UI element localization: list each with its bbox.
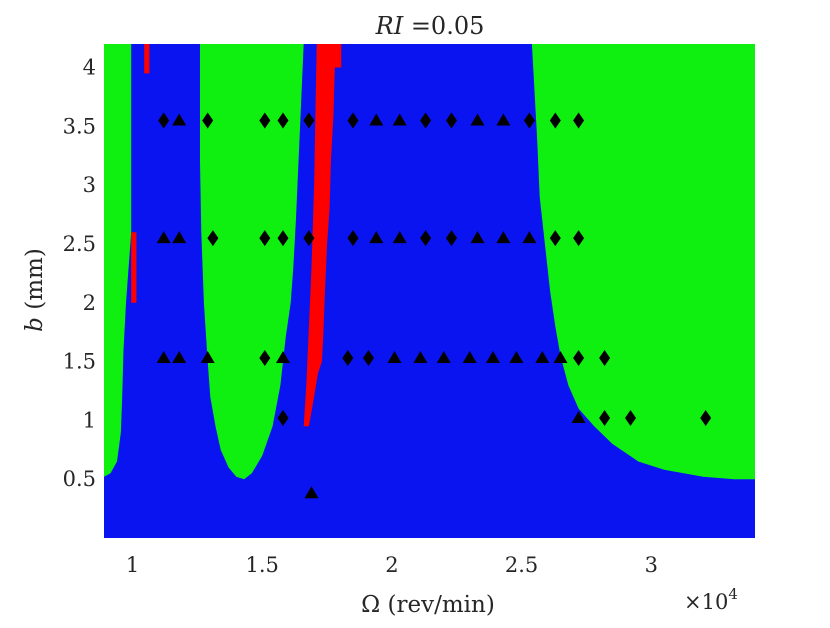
diamond-marker xyxy=(363,350,374,366)
y-tick-label: 2 xyxy=(83,291,96,315)
diamond-marker xyxy=(303,112,315,129)
triangle-marker xyxy=(535,351,550,363)
diamond-marker xyxy=(573,230,585,247)
y-tick-label: 1.5 xyxy=(63,350,96,374)
triangle-marker xyxy=(509,351,524,363)
diamond-marker xyxy=(420,112,432,129)
triangle-marker xyxy=(172,351,187,363)
triangle-marker xyxy=(470,113,485,126)
triangle-marker xyxy=(200,351,215,363)
red-region-3 xyxy=(303,44,342,427)
diamond-marker xyxy=(573,350,585,366)
green-region-2 xyxy=(200,44,304,480)
diamond-marker xyxy=(599,350,611,366)
x-axis-label: Ω (rev/min) xyxy=(361,592,495,618)
triangle-marker xyxy=(156,231,171,244)
y-tick-label: 3.5 xyxy=(63,114,96,138)
diamond-marker xyxy=(420,230,432,247)
x-axis-multiplier: ×104 xyxy=(684,585,738,614)
triangle-marker xyxy=(276,351,290,363)
diamond-marker xyxy=(599,410,611,426)
diamond-marker xyxy=(347,112,359,129)
triangle-marker xyxy=(369,231,384,244)
y-axis-ticks: 0.5 1 1.5 2 2.5 3 3.5 4 xyxy=(63,56,96,492)
y-tick-label: 2.5 xyxy=(63,232,96,256)
diamond-marker xyxy=(207,230,219,247)
chart-title: RI =0.05 xyxy=(375,12,485,40)
diamond-marker xyxy=(259,230,271,247)
triangle-marker xyxy=(156,351,171,363)
diamond-marker xyxy=(549,230,561,247)
x-tick-label: 1.5 xyxy=(246,553,279,577)
diamond-marker xyxy=(549,112,561,129)
triangle-marker xyxy=(470,231,485,244)
triangle-marker xyxy=(462,351,477,363)
diamond-marker xyxy=(347,230,359,247)
x-tick-label: 3 xyxy=(645,553,658,577)
triangle-marker xyxy=(304,486,319,499)
triangle-marker xyxy=(369,113,384,126)
diamond-marker xyxy=(277,410,289,426)
diamond-marker xyxy=(259,350,271,366)
y-tick-label: 4 xyxy=(83,56,96,80)
green-region-1 xyxy=(104,44,132,477)
diamond-marker xyxy=(202,112,214,129)
diamond-marker xyxy=(277,112,289,129)
triangle-marker xyxy=(496,113,511,126)
triangle-marker xyxy=(392,231,407,244)
triangle-marker xyxy=(496,231,511,244)
diamond-marker xyxy=(573,112,585,129)
red-region-2 xyxy=(131,232,137,303)
diamond-marker xyxy=(700,410,712,426)
marker-layer xyxy=(156,112,712,499)
diamond-marker xyxy=(625,410,636,426)
y-tick-label: 3 xyxy=(83,173,96,197)
triangle-marker xyxy=(387,351,402,363)
x-tick-label: 1 xyxy=(126,553,139,577)
green-region-3 xyxy=(531,44,755,480)
triangle-marker xyxy=(553,351,568,363)
diamond-marker xyxy=(342,350,354,366)
y-tick-label: 0.5 xyxy=(63,467,96,491)
x-tick-label: 2.5 xyxy=(505,553,538,577)
diamond-marker xyxy=(277,230,289,247)
triangle-marker xyxy=(172,113,187,126)
triangle-marker xyxy=(392,113,407,126)
y-tick-label: 1 xyxy=(83,408,96,432)
diamond-marker xyxy=(446,230,457,247)
triangle-marker xyxy=(522,231,537,244)
diamond-marker xyxy=(158,112,170,129)
x-axis-ticks: 1 1.5 2 2.5 3 xyxy=(126,553,658,577)
triangle-marker xyxy=(413,351,428,363)
plot-area xyxy=(104,44,755,538)
red-region-1 xyxy=(144,44,150,74)
diamond-marker xyxy=(259,112,271,129)
diamond-marker xyxy=(523,112,535,129)
diamond-marker xyxy=(446,112,457,129)
triangle-marker xyxy=(436,351,451,363)
triangle-marker xyxy=(571,411,586,423)
x-tick-label: 2 xyxy=(385,553,398,577)
triangle-marker xyxy=(172,231,187,244)
y-axis-label: b (mm) xyxy=(22,248,48,332)
diamond-marker xyxy=(303,230,315,247)
triangle-marker xyxy=(486,351,500,363)
